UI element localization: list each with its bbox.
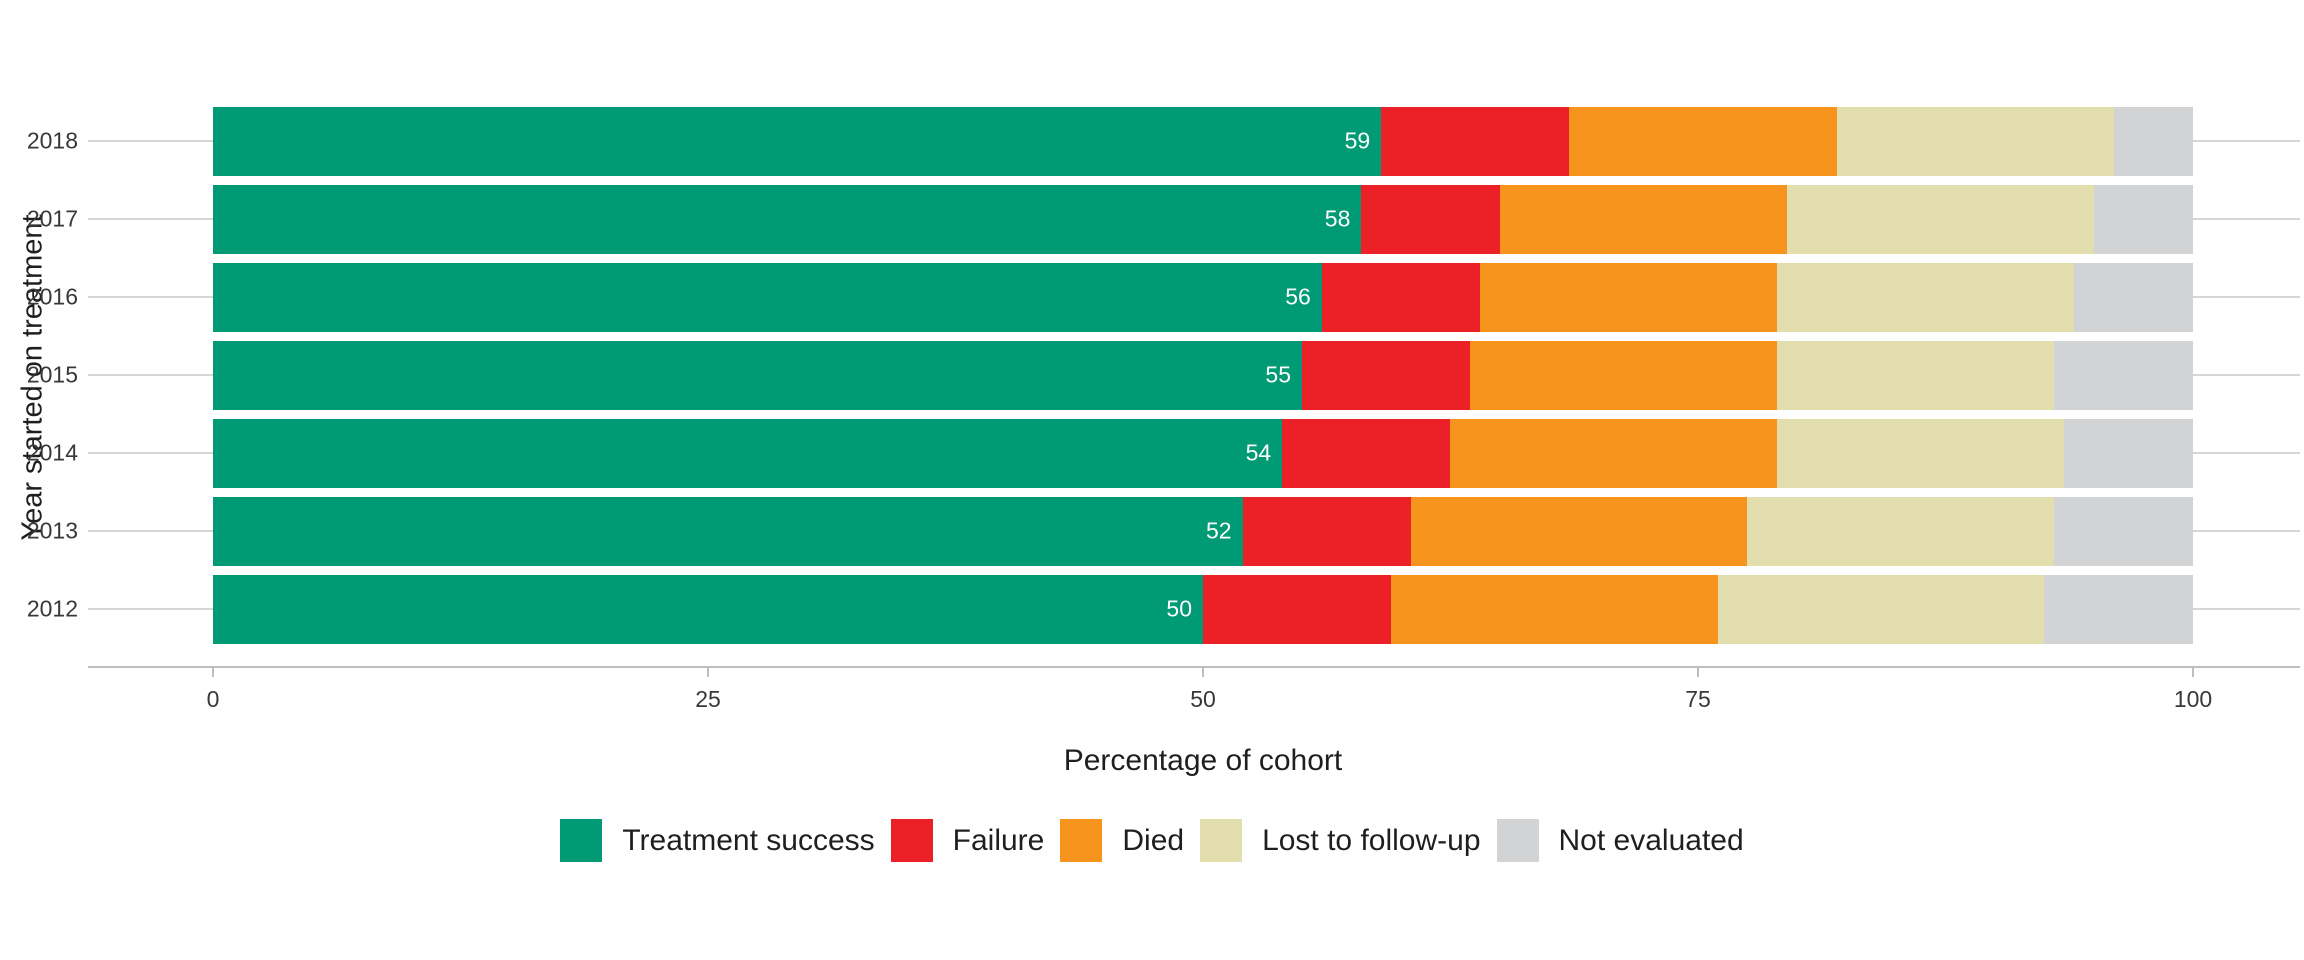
bar-segment-not-evaluated: [2044, 574, 2193, 644]
bar-segment-not-evaluated: [2074, 262, 2193, 332]
x-tick-label: 75: [1685, 686, 1711, 712]
legend-swatch: [1060, 819, 1103, 862]
bar-segment-lost-to-follow-up: [1777, 262, 2075, 332]
x-tick-label: 100: [2173, 686, 2213, 712]
legend-label: Lost to follow-up: [1262, 823, 1481, 857]
x-tick-label: 50: [1190, 686, 1216, 712]
bar-segment-lost-to-follow-up: [1777, 418, 2065, 488]
x-axis-title: Percentage of cohort: [1063, 744, 1343, 777]
bar-segment-treatment-success: 55: [213, 340, 1302, 410]
legend-label: Treatment success: [622, 823, 875, 857]
bar-segment-died: [1480, 262, 1778, 332]
legend-item-lost-to-follow-up: Lost to follow-up: [1200, 819, 1481, 862]
bar-segment-not-evaluated: [2113, 106, 2193, 176]
bar-segment-died: [1410, 496, 1748, 566]
x-tick-label: 0: [206, 686, 220, 712]
legend-item-not-evaluated: Not evaluated: [1496, 819, 1744, 862]
legend-swatch: [1200, 819, 1243, 862]
bar-segment-treatment-success: 50: [213, 574, 1203, 644]
bar-segment-not-evaluated: [2064, 418, 2193, 488]
bar-segment-failure: [1361, 184, 1500, 254]
bar-value-label: 54: [1245, 439, 1272, 466]
bar-row: 59: [213, 106, 2193, 176]
y-tick-label: 2017: [26, 205, 78, 232]
bar-segment-not-evaluated: [2054, 340, 2193, 410]
bar-value-label: 55: [1265, 361, 1291, 388]
bar-segment-died: [1391, 574, 1718, 644]
bar-segment-treatment-success: 52: [213, 496, 1243, 566]
bar-value-label: 59: [1344, 127, 1371, 154]
bar-row: 55: [213, 340, 2193, 410]
bar-segment-failure: [1282, 418, 1451, 488]
legend-label: Died: [1122, 823, 1185, 857]
bar-row: 50: [213, 574, 2193, 644]
legend-swatch: [560, 819, 603, 862]
y-tick-label: 2013: [26, 517, 78, 544]
bar-segment-treatment-success: 59: [213, 106, 1382, 176]
y-tick-label: 2014: [26, 439, 78, 466]
bar-segment-died: [1499, 184, 1788, 254]
bar-segment-failure: [1302, 340, 1471, 410]
x-tick-mark: [707, 668, 709, 677]
bar-segment-died: [1470, 340, 1778, 410]
bar-segment-lost-to-follow-up: [1777, 340, 2055, 410]
bar-segment-lost-to-follow-up: [1787, 184, 2094, 254]
bar-segment-treatment-success: 54: [213, 418, 1283, 488]
y-tick-label: 2016: [26, 283, 78, 310]
bar-segment-lost-to-follow-up: [1747, 496, 2055, 566]
bar-value-label: 52: [1206, 517, 1232, 544]
bar-segment-lost-to-follow-up: [1836, 106, 2114, 176]
legend-swatch: [1496, 819, 1539, 862]
x-tick-mark: [1202, 668, 1204, 677]
bar-segment-died: [1450, 418, 1778, 488]
bar-segment-failure: [1321, 262, 1481, 332]
bar-segment-lost-to-follow-up: [1717, 574, 2045, 644]
bar-segment-not-evaluated: [2054, 496, 2193, 566]
bar-segment-treatment-success: 58: [213, 184, 1362, 254]
bar-segment-not-evaluated: [2093, 184, 2193, 254]
bar-value-label: 50: [1166, 595, 1192, 622]
bar-row: 52: [213, 496, 2193, 566]
bar-value-label: 56: [1285, 283, 1311, 310]
legend-item-treatment-success: Treatment success: [560, 819, 875, 862]
legend-item-died: Died: [1060, 819, 1184, 862]
y-tick-label: 2018: [26, 127, 78, 154]
y-tick-label: 2015: [26, 361, 78, 388]
legend-swatch: [890, 819, 933, 862]
bar-row: 56: [213, 262, 2193, 332]
bar-segment-treatment-success: 56: [213, 262, 1322, 332]
bar-value-label: 58: [1324, 205, 1351, 232]
bar-segment-failure: [1381, 106, 1570, 176]
x-tick-mark: [1697, 668, 1699, 677]
legend: Treatment success Failure Died Lost to foll…: [0, 819, 2304, 862]
legend-item-failure: Failure: [890, 819, 1045, 862]
bar-segment-failure: [1203, 574, 1392, 644]
x-tick-mark: [212, 668, 214, 677]
bar-row: 58: [213, 184, 2193, 254]
legend-label: Failure: [952, 823, 1045, 857]
bar-row: 54: [213, 418, 2193, 488]
y-tick-label: 2012: [26, 595, 78, 622]
bar-segment-failure: [1242, 496, 1411, 566]
bar-segment-died: [1569, 106, 1837, 176]
legend-label: Not evaluated: [1558, 823, 1744, 857]
x-tick-mark: [2192, 668, 2194, 677]
x-axis-line: [88, 666, 2300, 668]
x-tick-label: 25: [695, 686, 721, 712]
